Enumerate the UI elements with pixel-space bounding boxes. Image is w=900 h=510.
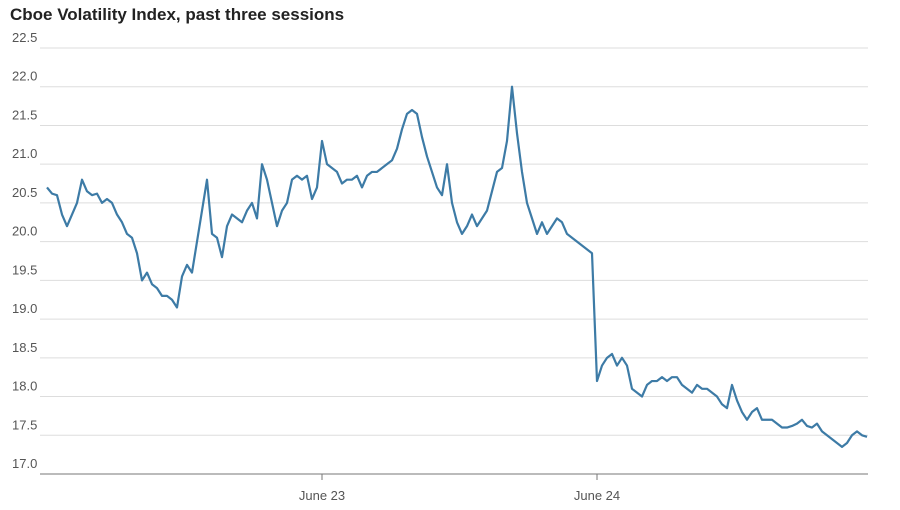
y-tick-label: 17.5 xyxy=(12,417,37,432)
y-tick-label: 21.0 xyxy=(12,146,37,161)
x-tick-label: June 23 xyxy=(299,488,345,503)
y-tick-label: 20.5 xyxy=(12,185,37,200)
y-tick-label: 18.0 xyxy=(12,379,37,394)
y-tick-label: 17.0 xyxy=(12,456,37,471)
chart-title: Cboe Volatility Index, past three sessio… xyxy=(10,5,344,24)
y-tick-label: 20.0 xyxy=(12,224,37,239)
y-tick-label: 22.0 xyxy=(12,69,37,84)
y-tick-label: 22.5 xyxy=(12,30,37,45)
y-tick-label: 18.5 xyxy=(12,340,37,355)
y-tick-label: 19.5 xyxy=(12,262,37,277)
y-tick-label: 21.5 xyxy=(12,107,37,122)
x-tick-label: June 24 xyxy=(574,488,620,503)
line xyxy=(46,85,868,448)
y-tick-label: 19.0 xyxy=(12,301,37,316)
